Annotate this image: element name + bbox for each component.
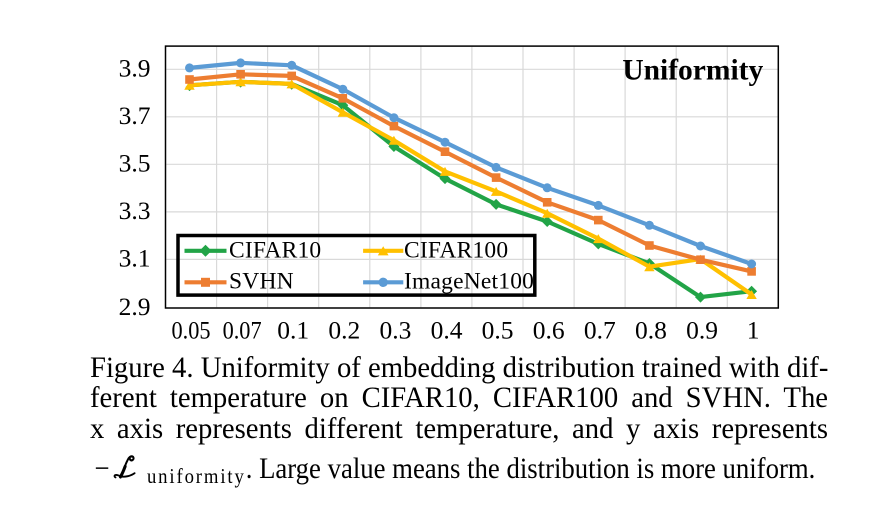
svg-text:0.6: 0.6 xyxy=(533,316,565,345)
svg-text:Uniformity: Uniformity xyxy=(622,55,763,87)
svg-text:3.3: 3.3 xyxy=(119,196,151,225)
svg-text:0.07: 0.07 xyxy=(223,316,262,345)
svg-text:0.9: 0.9 xyxy=(686,316,718,345)
svg-text:0.8: 0.8 xyxy=(635,316,667,345)
svg-text:0.1: 0.1 xyxy=(277,316,309,345)
svg-text:1: 1 xyxy=(747,316,760,345)
svg-text:3.7: 3.7 xyxy=(119,101,151,130)
svg-text:3.1: 3.1 xyxy=(119,244,151,273)
svg-text:CIFAR10: CIFAR10 xyxy=(229,238,321,264)
svg-text:0.2: 0.2 xyxy=(328,316,360,345)
svg-text:0.5: 0.5 xyxy=(482,316,514,345)
svg-text:0.7: 0.7 xyxy=(584,316,616,345)
svg-text:SVHN: SVHN xyxy=(229,269,294,295)
svg-text:ImageNet100: ImageNet100 xyxy=(404,269,534,295)
svg-text:3.5: 3.5 xyxy=(119,149,151,178)
svg-text:0.3: 0.3 xyxy=(379,316,411,345)
svg-text:CIFAR100: CIFAR100 xyxy=(404,238,508,264)
svg-text:2.9: 2.9 xyxy=(119,292,151,321)
svg-text:0.4: 0.4 xyxy=(431,316,463,345)
svg-text:3.9: 3.9 xyxy=(119,54,151,83)
svg-text:0.05: 0.05 xyxy=(172,316,211,345)
